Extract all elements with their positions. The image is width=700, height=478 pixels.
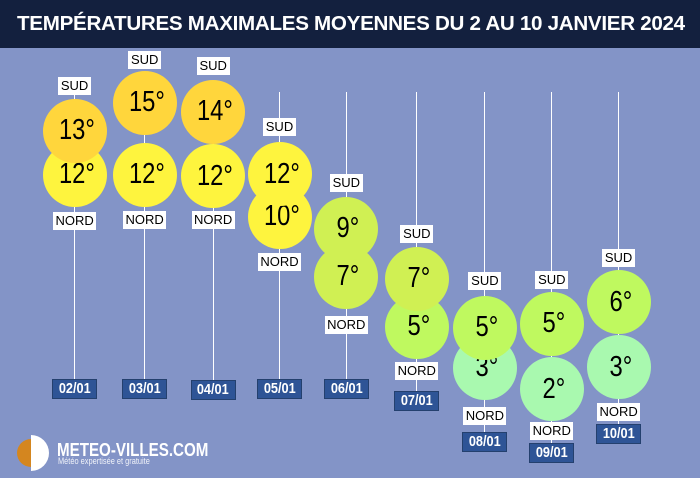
day-axis-line <box>484 92 486 434</box>
sud-temperature-value: 5° <box>475 311 499 344</box>
sud-temperature-bubble: 12° <box>247 142 312 207</box>
date-box: 04/01 <box>190 380 236 400</box>
sud-temperature-bubble: 13° <box>42 98 107 163</box>
nord-label: NORD <box>123 210 167 229</box>
nord-label: NORD <box>463 406 507 425</box>
sud-temperature-bubble: 14° <box>181 79 246 144</box>
nord-temperature-value: 2° <box>542 372 566 405</box>
sud-temperature-value: 14° <box>197 95 234 127</box>
date-box: 05/01 <box>257 379 302 399</box>
sud-temperature-bubble: 7° <box>384 246 449 311</box>
nord-temperature-value: 3° <box>475 351 499 383</box>
sud-temperature-bubble: 15° <box>112 70 177 135</box>
sud-label: SUD <box>602 249 636 268</box>
nord-label: NORD <box>597 403 641 422</box>
date-box: 08/01 <box>462 432 508 452</box>
day-axis-line <box>74 92 76 381</box>
date-box: 10/01 <box>596 424 642 444</box>
sud-label: SUD <box>263 117 296 136</box>
date-box: 09/01 <box>529 443 575 463</box>
sud-label: SUD <box>196 56 230 75</box>
nord-temperature-value: 12° <box>128 158 165 191</box>
chart-title: TEMPÉRATURES MAXIMALES MOYENNES DU 2 AU … <box>17 12 685 35</box>
date-value: 08/01 <box>468 433 501 450</box>
date-box: 02/01 <box>52 379 98 399</box>
date-value: 03/01 <box>128 380 161 397</box>
day-axis-line <box>144 92 146 381</box>
date-value: 05/01 <box>263 380 296 397</box>
logo-moon-orange-icon <box>17 439 31 467</box>
nord-label: NORD <box>324 316 368 334</box>
nord-temperature-bubble: 3° <box>586 335 651 400</box>
logo-tagline: Météo expertisée et gratuite <box>58 455 150 467</box>
sud-temperature-bubble: 9° <box>314 196 379 261</box>
nord-temperature-value: 12° <box>197 159 234 192</box>
meteo-villes-logo: METEO-VILLES.COM Météo expertisée et gra… <box>0 425 320 478</box>
date-box: 07/01 <box>394 391 440 411</box>
sud-label: SUD <box>400 225 434 244</box>
date-value: 06/01 <box>330 380 363 397</box>
sud-temperature-bubble: 5° <box>452 295 517 360</box>
nord-label: NORD <box>530 422 574 441</box>
date-box: 06/01 <box>323 379 369 399</box>
title-bar: TEMPÉRATURES MAXIMALES MOYENNES DU 2 AU … <box>0 0 700 48</box>
date-value: 04/01 <box>197 381 230 398</box>
date-value: 07/01 <box>400 392 433 409</box>
nord-label: NORD <box>395 361 439 380</box>
nord-label: NORD <box>258 252 301 271</box>
nord-label: NORD <box>191 211 235 229</box>
logo-name: METEO-VILLES.COM <box>57 438 209 460</box>
sud-label: SUD <box>329 173 363 192</box>
nord-label: NORD <box>53 212 97 230</box>
nord-temperature-value: 3° <box>609 350 632 383</box>
sud-temperature-value: 7° <box>407 262 431 295</box>
date-box: 03/01 <box>122 379 168 399</box>
nord-temperature-bubble: 12° <box>112 142 177 207</box>
date-value: 10/01 <box>602 425 635 442</box>
sud-temperature-value: 13° <box>58 114 95 147</box>
sud-temperature-bubble: 6° <box>586 270 651 335</box>
sud-temperature-value: 9° <box>336 212 360 245</box>
nord-temperature-value: 7° <box>336 260 360 293</box>
sud-label: SUD <box>468 272 502 291</box>
sud-temperature-value: 5° <box>542 307 566 339</box>
sud-label: SUD <box>535 271 569 290</box>
date-value: 02/01 <box>58 380 91 397</box>
nord-temperature-value: 12° <box>58 158 95 190</box>
nord-temperature-bubble: 12° <box>181 144 246 209</box>
sud-label: SUD <box>128 50 162 69</box>
logo-moon-icon <box>31 435 49 471</box>
sud-label: SUD <box>58 76 92 95</box>
sud-temperature-value: 6° <box>609 285 632 318</box>
sud-temperature-value: 15° <box>128 86 165 119</box>
sud-temperature-value: 12° <box>263 157 300 190</box>
nord-temperature-value: 10° <box>263 200 300 233</box>
date-value: 09/01 <box>535 444 568 461</box>
day-axis-line <box>212 92 214 382</box>
day-axis-line <box>551 92 553 445</box>
sud-temperature-bubble: 5° <box>519 291 584 356</box>
nord-temperature-bubble: 2° <box>519 357 584 421</box>
nord-temperature-value: 5° <box>407 310 431 343</box>
